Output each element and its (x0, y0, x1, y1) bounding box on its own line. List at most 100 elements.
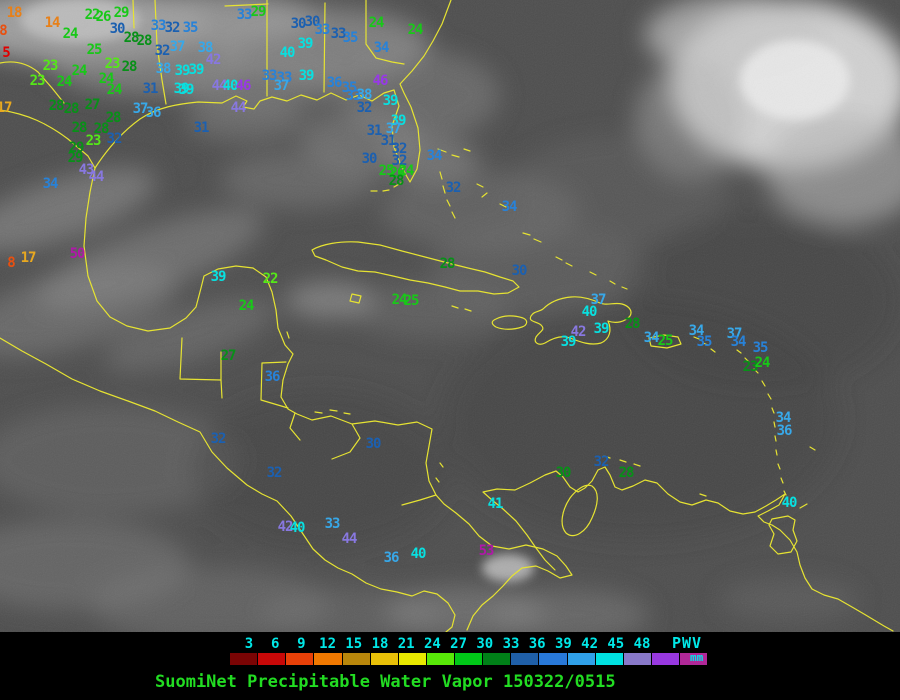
pwv-station-value: 27 (85, 97, 100, 113)
colorbar-segment (595, 653, 623, 665)
pwv-station-value: 35 (342, 80, 357, 96)
pwv-station-value: 33 (277, 70, 292, 86)
pwv-station-value: 31 (367, 123, 382, 139)
pwv-station-value: 24 (399, 163, 414, 179)
colorbar-label: PWV (672, 634, 703, 652)
pwv-station-value: 23 (105, 56, 120, 72)
pwv-station-value: 32 (165, 20, 180, 36)
pwv-station-value: 27 (221, 348, 236, 364)
pwv-station-value: 31 (381, 133, 396, 149)
pwv-station-value: 24 (408, 22, 423, 38)
pwv-station-value: 22 (263, 271, 278, 287)
pwv-station-value: 29 (114, 5, 129, 21)
central-america-coast (83, 167, 573, 631)
coastlines (0, 0, 894, 632)
colorbar-footer: 3 6 9 12 15 18 21 24 27 30 33 36 39 42 45 48 PWV mm Suo… (0, 632, 900, 700)
lesser-antilles (693, 336, 816, 496)
pwv-station-value: 24 (107, 82, 122, 98)
puerto-rico-coast (648, 334, 682, 349)
pwv-station-value: 33 (151, 18, 166, 34)
colorbar-segment (483, 653, 511, 665)
colorbar-tick: 39 (554, 636, 572, 652)
pwv-station-value: 42 (571, 324, 586, 340)
pwv-station-value: 30 (366, 436, 381, 452)
pwv-station-value: 31 (143, 81, 158, 97)
colorbar-segment (511, 653, 539, 665)
pwv-station-value: 30 (512, 263, 527, 279)
colorbar-segment (230, 653, 258, 665)
pwv-station-value: 38 (156, 61, 171, 77)
image-noise (0, 0, 900, 632)
pwv-station-value: 30 (362, 151, 377, 167)
pwv-station-value: 38 (198, 40, 213, 56)
pwv-station-value: 42 (278, 519, 293, 535)
colorbar-ticks: 3 6 9 12 15 18 21 24 27 30 33 36 39 42 45 48 (0, 636, 900, 652)
pwv-station-value: 29 (251, 4, 266, 20)
pwv-station-value: 25 (87, 42, 102, 58)
colorbar-tick: 21 (397, 636, 415, 652)
pwv-station-value: 40 (582, 304, 597, 320)
pwv-station-value: 24 (57, 74, 72, 90)
pwv-station-value: 28 (137, 33, 152, 49)
rio-grande (0, 61, 96, 169)
pwv-station-value: 38 (357, 87, 372, 103)
isla-juventud (349, 293, 362, 304)
pwv-station-value: 28 (64, 101, 79, 117)
pwv-station-value: 39 (175, 63, 190, 79)
florida-keys (370, 182, 402, 192)
pwv-station-value: 33 (331, 26, 346, 42)
pwv-station-value: 23 (30, 73, 45, 89)
pwv-station-value: 44 (212, 78, 227, 94)
pwv-station-value: 30 (305, 14, 320, 30)
pwv-station-value: 37 (727, 326, 742, 342)
pwv-station-value: 28 (389, 173, 404, 189)
pwv-station-value: 34 (43, 176, 58, 192)
pwv-station-value: 23 (43, 58, 58, 74)
colorbar-segment (455, 653, 483, 665)
pwv-station-value: 53 (479, 543, 494, 559)
pwv-station-value: 32 (392, 141, 407, 157)
pwv-station-value: 39 (391, 113, 406, 129)
pwv-station-value: 41 (488, 496, 503, 512)
satellite-map: 1885171422262930242523242324232824242828… (0, 0, 900, 632)
pwv-station-value: 23 (86, 133, 101, 149)
pwv-station-value: 5 (2, 45, 10, 61)
colorbar-tick: 15 (345, 636, 363, 652)
pwv-station-value: 28 (106, 110, 121, 126)
pwv-station-value: 36 (777, 423, 792, 439)
pwv-station-value: 35 (183, 20, 198, 36)
pwv-station-value: 46 (236, 78, 251, 94)
pwv-station-value: 36 (265, 369, 280, 385)
pwv-station-value: 43 (79, 162, 94, 178)
colorbar-tick: 30 (476, 636, 494, 652)
pwv-station-value: 37 (170, 39, 185, 55)
colorbar-segment (567, 653, 595, 665)
colorbar-tick: 9 (297, 636, 306, 652)
pwv-station-value: 32 (357, 100, 372, 116)
pwv-station-value: 32 (155, 43, 170, 59)
pwv-stations: 1885171422262930242523242324232824242828… (0, 4, 798, 566)
colorbar-tick: 36 (528, 636, 546, 652)
pwv-station-value: 14 (45, 15, 60, 31)
pwv-station-value: 29 (68, 150, 83, 166)
pwv-station-value: 33 (346, 88, 361, 104)
pwv-station-value: 34 (731, 334, 746, 350)
colorbar-segment (286, 653, 314, 665)
hispaniola-coast (529, 296, 632, 345)
pwv-station-value: 50 (70, 246, 85, 262)
colorbar-tick: 33 (502, 636, 520, 652)
pwv-station-value: 39 (179, 82, 194, 98)
pwv-station-value: 30 (110, 21, 125, 37)
pacific-coast (0, 337, 456, 632)
lake-maracaibo (561, 484, 598, 537)
pwv-station-value: 30 (291, 16, 306, 32)
colorbar-tick: 48 (633, 636, 651, 652)
pwv-station-value: 28 (122, 59, 137, 75)
pwv-station-value: 44 (342, 531, 357, 547)
pwv-station-value: 25 (379, 163, 394, 179)
pwv-station-value: 36 (146, 105, 161, 121)
pwv-station-value: 32 (594, 454, 609, 470)
pwv-station-value: 39 (298, 36, 313, 52)
pwv-station-value: 35 (343, 30, 358, 46)
